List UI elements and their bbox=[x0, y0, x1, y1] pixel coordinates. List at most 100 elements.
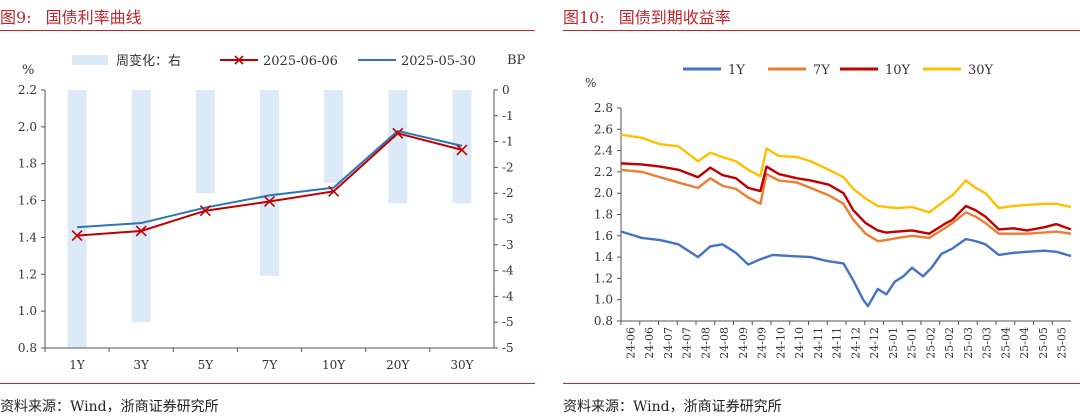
point-marker-0606 bbox=[199, 205, 211, 217]
panel-title: 图10: 国债到期收益率 bbox=[563, 4, 731, 28]
right-tick-label: -5 bbox=[502, 341, 514, 355]
right-tick-label: -3 bbox=[502, 238, 514, 252]
point-marker-0606 bbox=[456, 144, 468, 156]
x-tick-label: 30Y bbox=[450, 358, 474, 372]
x-tick-label: 5Y bbox=[198, 358, 215, 372]
x-tick-label: 25-05 bbox=[1056, 327, 1069, 359]
point-marker-0606 bbox=[328, 185, 340, 197]
title-rule bbox=[563, 30, 1080, 31]
left-tick-label: 1.0 bbox=[18, 304, 37, 318]
x-tick-label: 24-10 bbox=[793, 327, 806, 359]
series-line-7Y bbox=[620, 168, 1072, 243]
right-tick-label: -2 bbox=[502, 186, 514, 200]
x-tick-label: 24-09 bbox=[756, 327, 769, 359]
weekly-change-bar bbox=[388, 90, 408, 204]
right-tick-label: -1 bbox=[502, 109, 514, 123]
x-tick-label: 24-10 bbox=[774, 327, 787, 359]
legend-label-10Y: 10Y bbox=[885, 63, 911, 78]
y-tick-label: 2.6 bbox=[594, 122, 613, 136]
series-line-1Y bbox=[620, 230, 1072, 308]
y-tick-label: 2.8 bbox=[594, 101, 613, 115]
series-line-30Y bbox=[620, 133, 1072, 214]
x-tick-label: 24-08 bbox=[718, 327, 731, 359]
x-tick-label: 25-04 bbox=[999, 327, 1012, 359]
x-tick-label: 24-06 bbox=[643, 327, 656, 359]
figure-number: 图9: bbox=[0, 8, 32, 27]
x-tick-label: 1Y bbox=[69, 358, 86, 372]
y-tick-label: 1.4 bbox=[594, 250, 613, 264]
right-tick-label: -5 bbox=[502, 315, 514, 329]
right-tick-label: -1 bbox=[502, 135, 514, 149]
y-axis-unit: % bbox=[585, 76, 596, 90]
left-tick-label: 1.4 bbox=[18, 230, 37, 244]
x-tick-label: 24-09 bbox=[737, 327, 750, 359]
left-tick-label: 1.2 bbox=[18, 267, 37, 281]
left-tick-label: 1.6 bbox=[18, 194, 37, 208]
point-marker-0606 bbox=[71, 230, 83, 242]
weekly-change-bar bbox=[67, 90, 87, 348]
weekly-change-bar bbox=[260, 90, 279, 276]
series-line-0530 bbox=[77, 129, 463, 229]
y-tick-label: 1.2 bbox=[594, 271, 613, 285]
ytm-panel: 图10: 国债到期收益率 1Y 7Y 10Y 30Y% 0.8 1.0 1.2 1.4 1.6 1.… bbox=[563, 0, 1080, 416]
source-rule bbox=[0, 383, 535, 384]
right-tick-label: -2 bbox=[502, 160, 514, 174]
left-axis-unit: % bbox=[22, 63, 34, 78]
x-tick-label: 24-11 bbox=[831, 327, 844, 359]
x-tick-label: 24-08 bbox=[699, 327, 712, 359]
source-note: 资料来源：Wind，浙商证券研究所 bbox=[563, 399, 782, 415]
legend-label-0606: 2025-06-06 bbox=[263, 54, 338, 69]
x-tick-label: 20Y bbox=[386, 358, 410, 372]
left-tick-label: 0.8 bbox=[18, 341, 37, 355]
legend-label-1Y: 1Y bbox=[728, 63, 745, 78]
legend-swatch-change bbox=[72, 55, 108, 65]
title-rule bbox=[0, 30, 535, 31]
y-tick-label: 2.0 bbox=[594, 186, 613, 200]
x-tick-label: 24-12 bbox=[868, 327, 881, 359]
right-tick-label: -3 bbox=[502, 212, 514, 226]
weekly-change-bar bbox=[131, 90, 151, 323]
point-marker-0606 bbox=[263, 195, 276, 208]
x-tick-label: 3Y bbox=[133, 358, 150, 372]
x-tick-label: 25-01 bbox=[906, 327, 919, 359]
legend-label-30Y: 30Y bbox=[968, 63, 994, 78]
point-marker-0606 bbox=[392, 127, 404, 139]
x-tick-label: 25-02 bbox=[924, 327, 937, 359]
x-tick-label: 24-06 bbox=[624, 327, 637, 359]
figure-number: 图10: bbox=[563, 8, 605, 27]
x-tick-label: 25-05 bbox=[1037, 327, 1050, 359]
left-tick-label: 2.0 bbox=[18, 120, 37, 134]
x-tick-label: 24-07 bbox=[681, 327, 694, 359]
source-note: 资料来源：Wind，浙商证券研究所 bbox=[0, 399, 219, 415]
yield-curve-chart: 周变化：右 2025-06-06 2025-05-30% BP 0.8 1.0 1.2 1.4… bbox=[18, 53, 526, 372]
legend-label-change: 周变化：右 bbox=[116, 53, 181, 69]
legend-label-0530: 2025-05-30 bbox=[401, 54, 476, 69]
x-tick-label: 25-03 bbox=[962, 327, 975, 359]
x-tick-label: 24-12 bbox=[849, 327, 862, 359]
y-tick-label: 2.2 bbox=[594, 165, 613, 179]
figure-title: 国债利率曲线 bbox=[45, 8, 142, 27]
source-rule bbox=[563, 383, 1080, 384]
y-tick-label: 0.8 bbox=[594, 314, 613, 328]
right-tick-label: -4 bbox=[502, 264, 514, 278]
y-tick-label: 2.4 bbox=[594, 144, 613, 158]
x-tick-label: 25-03 bbox=[981, 327, 994, 359]
x-tick-label: 25-02 bbox=[943, 327, 956, 359]
y-tick-label: 1.0 bbox=[594, 293, 613, 307]
weekly-change-bar bbox=[195, 90, 215, 194]
right-tick-label: 0 bbox=[502, 83, 510, 97]
left-tick-label: 2.2 bbox=[18, 83, 37, 97]
right-tick-label: -4 bbox=[502, 289, 514, 303]
right-axis-unit: BP bbox=[507, 53, 526, 68]
x-tick-label: 7Y bbox=[262, 358, 279, 372]
x-tick-label: 10Y bbox=[322, 358, 346, 372]
left-tick-label: 1.8 bbox=[18, 157, 37, 171]
ytm-chart: 1Y 7Y 10Y 30Y% 0.8 1.0 1.2 1.4 1.6 1.8 2.0 2.2 2.4 2.… bbox=[585, 63, 1072, 359]
legend-label-7Y: 7Y bbox=[813, 63, 830, 78]
series-line-10Y bbox=[620, 162, 1072, 235]
weekly-change-bar bbox=[452, 90, 472, 204]
figure-title: 国债到期收益率 bbox=[618, 8, 731, 27]
point-marker-0606 bbox=[135, 225, 147, 237]
x-tick-label: 24-11 bbox=[812, 327, 825, 359]
panel-title: 图9: 国债利率曲线 bbox=[0, 4, 142, 28]
